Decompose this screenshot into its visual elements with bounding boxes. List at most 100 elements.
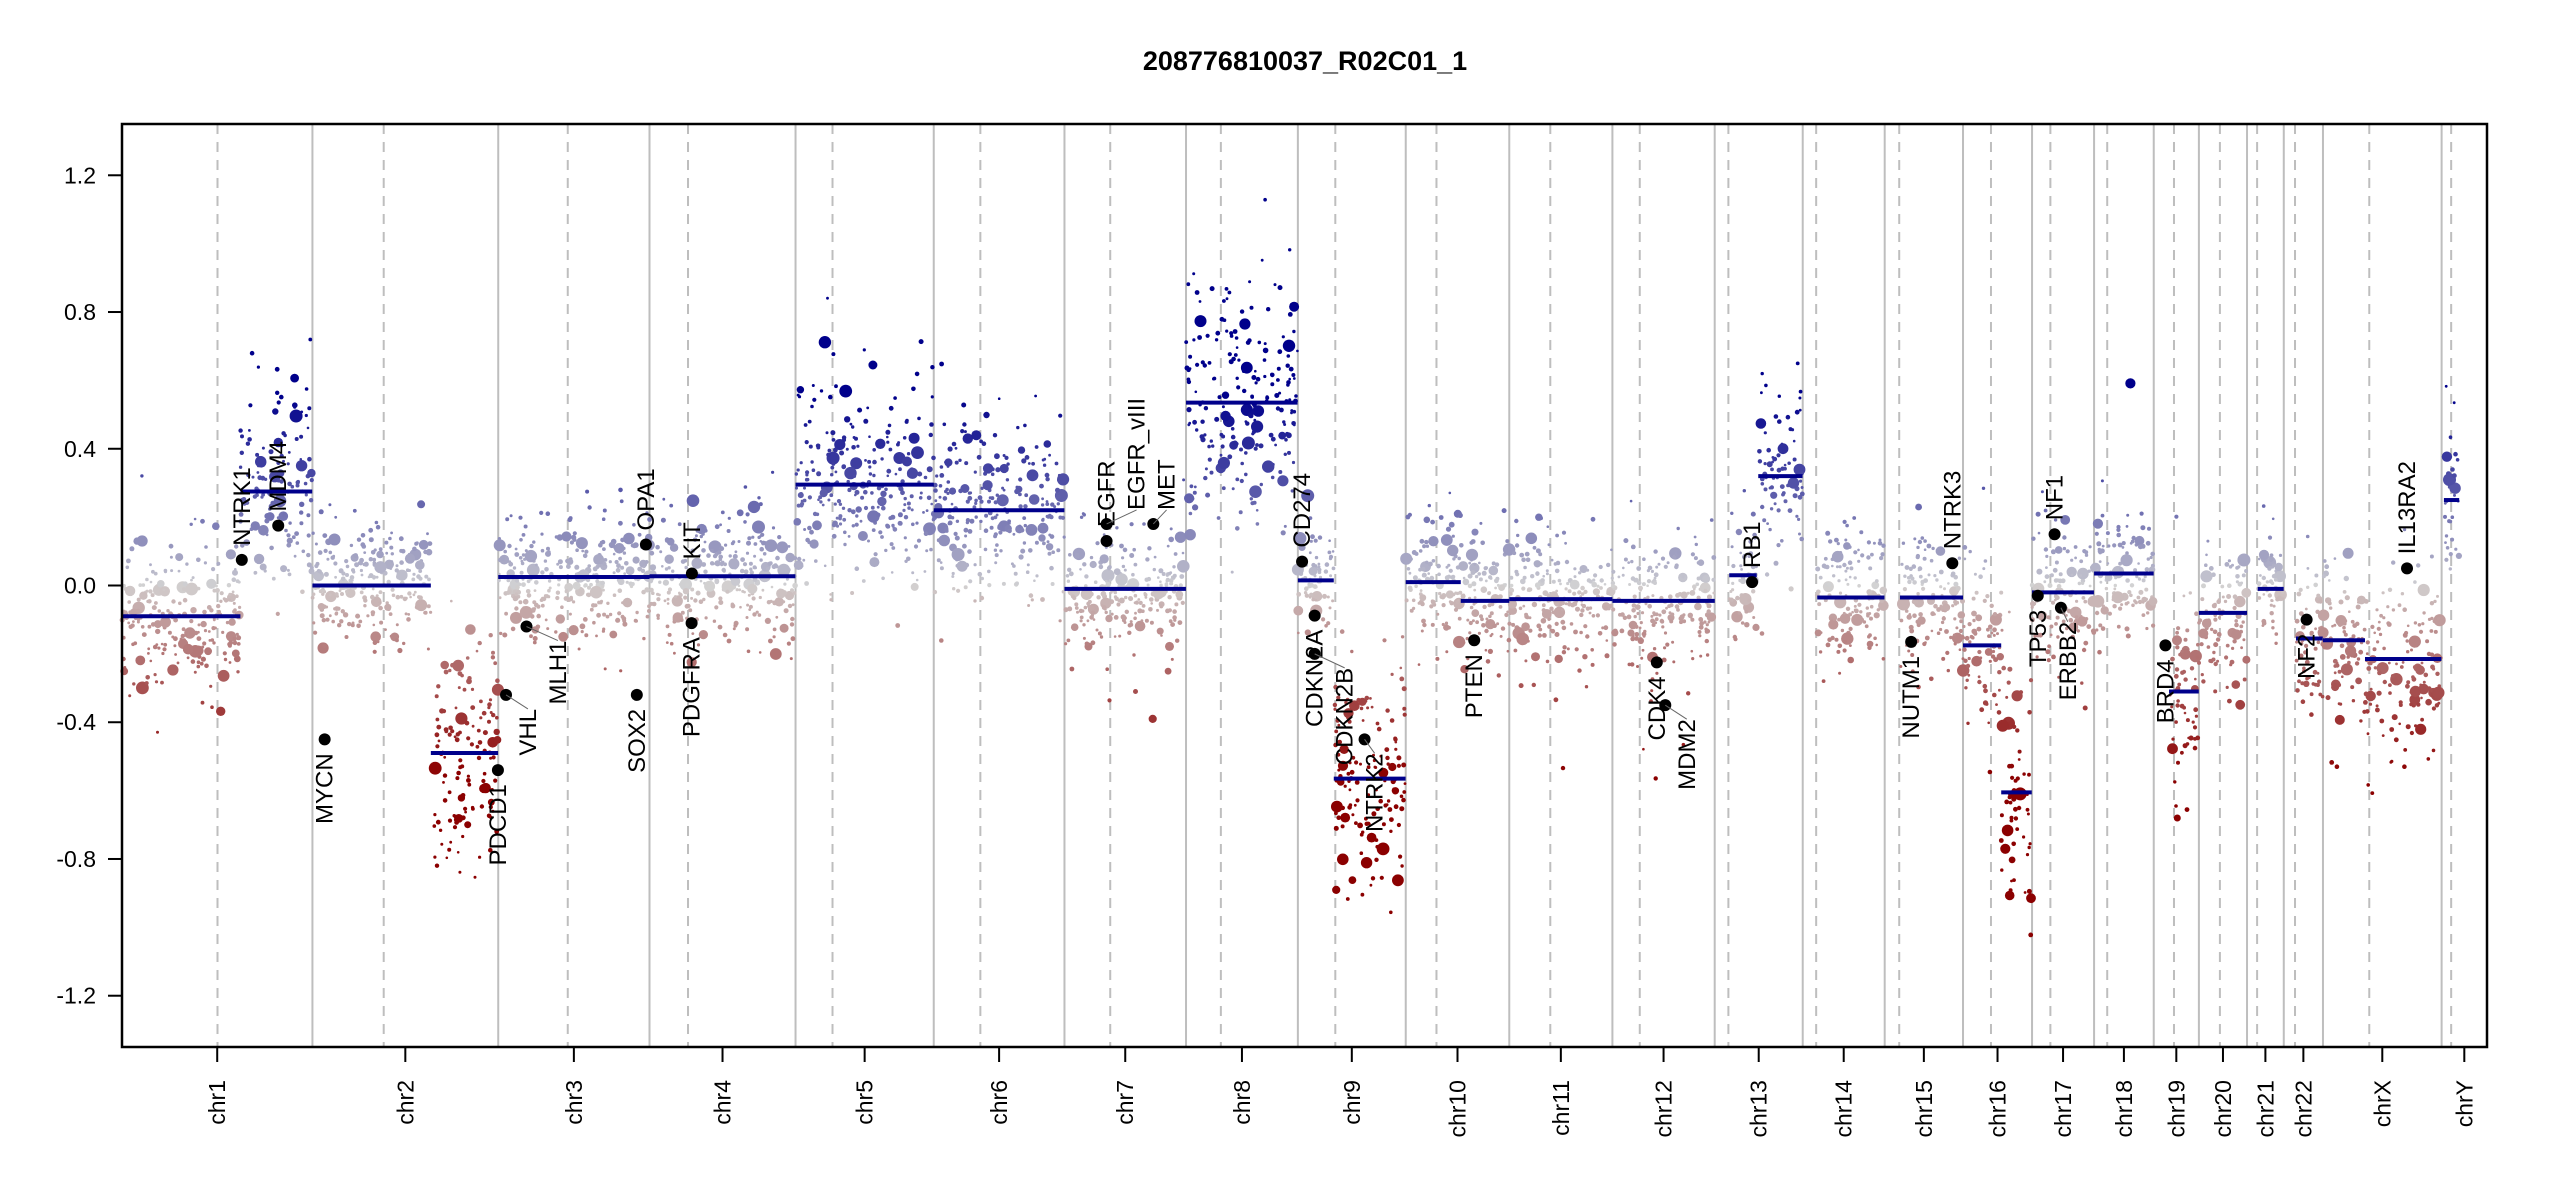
probe-point xyxy=(2268,566,2272,570)
probe-point xyxy=(153,571,158,576)
probe-point xyxy=(1422,544,1427,549)
probe-point xyxy=(493,736,502,744)
probe-point xyxy=(2241,573,2246,578)
x-tick-label: chr11 xyxy=(1548,1080,1574,1136)
probe-point xyxy=(2001,665,2006,671)
probe-point xyxy=(1706,603,1712,609)
probe-point xyxy=(621,616,627,621)
probe-point xyxy=(1509,575,1514,580)
probe-point xyxy=(280,444,284,448)
probe-point xyxy=(2269,611,2274,616)
probe-point xyxy=(325,590,337,603)
probe-point xyxy=(1585,634,1590,639)
probe-point xyxy=(1405,514,1411,520)
probe-point xyxy=(299,510,304,515)
probe-point xyxy=(2232,594,2238,599)
probe-point xyxy=(1902,587,1907,592)
probe-point xyxy=(1498,584,1505,591)
probe-point xyxy=(1064,642,1068,646)
probe-point xyxy=(2113,587,2117,591)
probe-point xyxy=(402,641,406,646)
probe-point xyxy=(746,649,751,654)
probe-point xyxy=(2180,750,2184,755)
probe-point xyxy=(796,468,800,472)
probe-point xyxy=(1627,561,1631,564)
probe-point xyxy=(498,572,501,576)
probe-point xyxy=(2317,679,2322,684)
probe-point xyxy=(2343,575,2349,582)
probe-point xyxy=(1287,450,1291,455)
probe-point xyxy=(818,495,823,500)
probe-point xyxy=(1435,656,1440,661)
probe-point xyxy=(1121,556,1125,560)
probe-point xyxy=(1634,632,1640,637)
probe-point xyxy=(902,436,907,440)
probe-point xyxy=(582,553,588,559)
probe-point xyxy=(918,339,924,345)
probe-point xyxy=(217,669,230,682)
probe-point xyxy=(1412,606,1416,611)
probe-point xyxy=(2455,552,2462,560)
probe-point xyxy=(1082,636,1086,640)
probe-point xyxy=(532,540,536,544)
probe-point xyxy=(1331,550,1335,553)
probe-point xyxy=(160,680,164,685)
probe-point xyxy=(547,579,552,583)
probe-point xyxy=(2194,677,2197,681)
probe-point xyxy=(493,728,500,736)
probe-point xyxy=(596,612,601,618)
probe-point xyxy=(564,589,569,594)
probe-point xyxy=(908,432,920,444)
probe-point xyxy=(1186,282,1191,287)
probe-point xyxy=(395,594,401,600)
probe-point xyxy=(1792,493,1798,499)
probe-point xyxy=(326,557,330,561)
probe-point xyxy=(1962,647,1967,652)
probe-point xyxy=(739,568,745,574)
probe-point xyxy=(830,465,835,470)
probe-point xyxy=(204,545,208,549)
probe-point xyxy=(200,518,205,524)
probe-point xyxy=(1945,650,1950,656)
probe-point xyxy=(979,519,983,524)
probe-point xyxy=(947,446,953,452)
probe-point xyxy=(1471,528,1479,536)
gene-point xyxy=(1650,656,1663,669)
probe-point xyxy=(497,578,501,583)
probe-point xyxy=(2325,695,2331,701)
probe-point xyxy=(2116,527,2121,533)
probe-point xyxy=(145,675,150,680)
probe-point xyxy=(196,664,201,669)
probe-point xyxy=(1582,654,1588,660)
probe-point xyxy=(2104,573,2113,582)
probe-point xyxy=(411,577,416,582)
probe-point xyxy=(1849,644,1852,647)
probe-point xyxy=(1105,667,1109,671)
probe-point xyxy=(1881,657,1886,661)
probe-point xyxy=(2415,723,2427,735)
probe-point xyxy=(2242,677,2247,682)
probe-point xyxy=(987,583,992,588)
probe-point xyxy=(775,615,779,619)
probe-point xyxy=(2125,551,2129,555)
gene-label: RB1 xyxy=(1739,521,1766,568)
probe-point xyxy=(1776,543,1781,548)
probe-point xyxy=(617,588,623,593)
probe-point xyxy=(1918,612,1923,617)
probe-point xyxy=(1456,592,1460,595)
gene-label: ERBB2 xyxy=(2055,622,2082,701)
probe-point xyxy=(772,627,777,632)
probe-point xyxy=(746,540,751,546)
probe-point xyxy=(547,588,551,593)
probe-point xyxy=(225,549,236,560)
probe-point xyxy=(1638,585,1643,591)
probe-point xyxy=(1141,604,1146,608)
probe-point xyxy=(612,593,617,597)
probe-point xyxy=(1355,798,1360,803)
probe-point xyxy=(368,537,374,543)
probe-point xyxy=(423,549,428,555)
probe-point xyxy=(378,605,383,611)
probe-point xyxy=(568,625,579,636)
probe-point xyxy=(1058,619,1062,623)
probe-point xyxy=(1906,614,1912,620)
